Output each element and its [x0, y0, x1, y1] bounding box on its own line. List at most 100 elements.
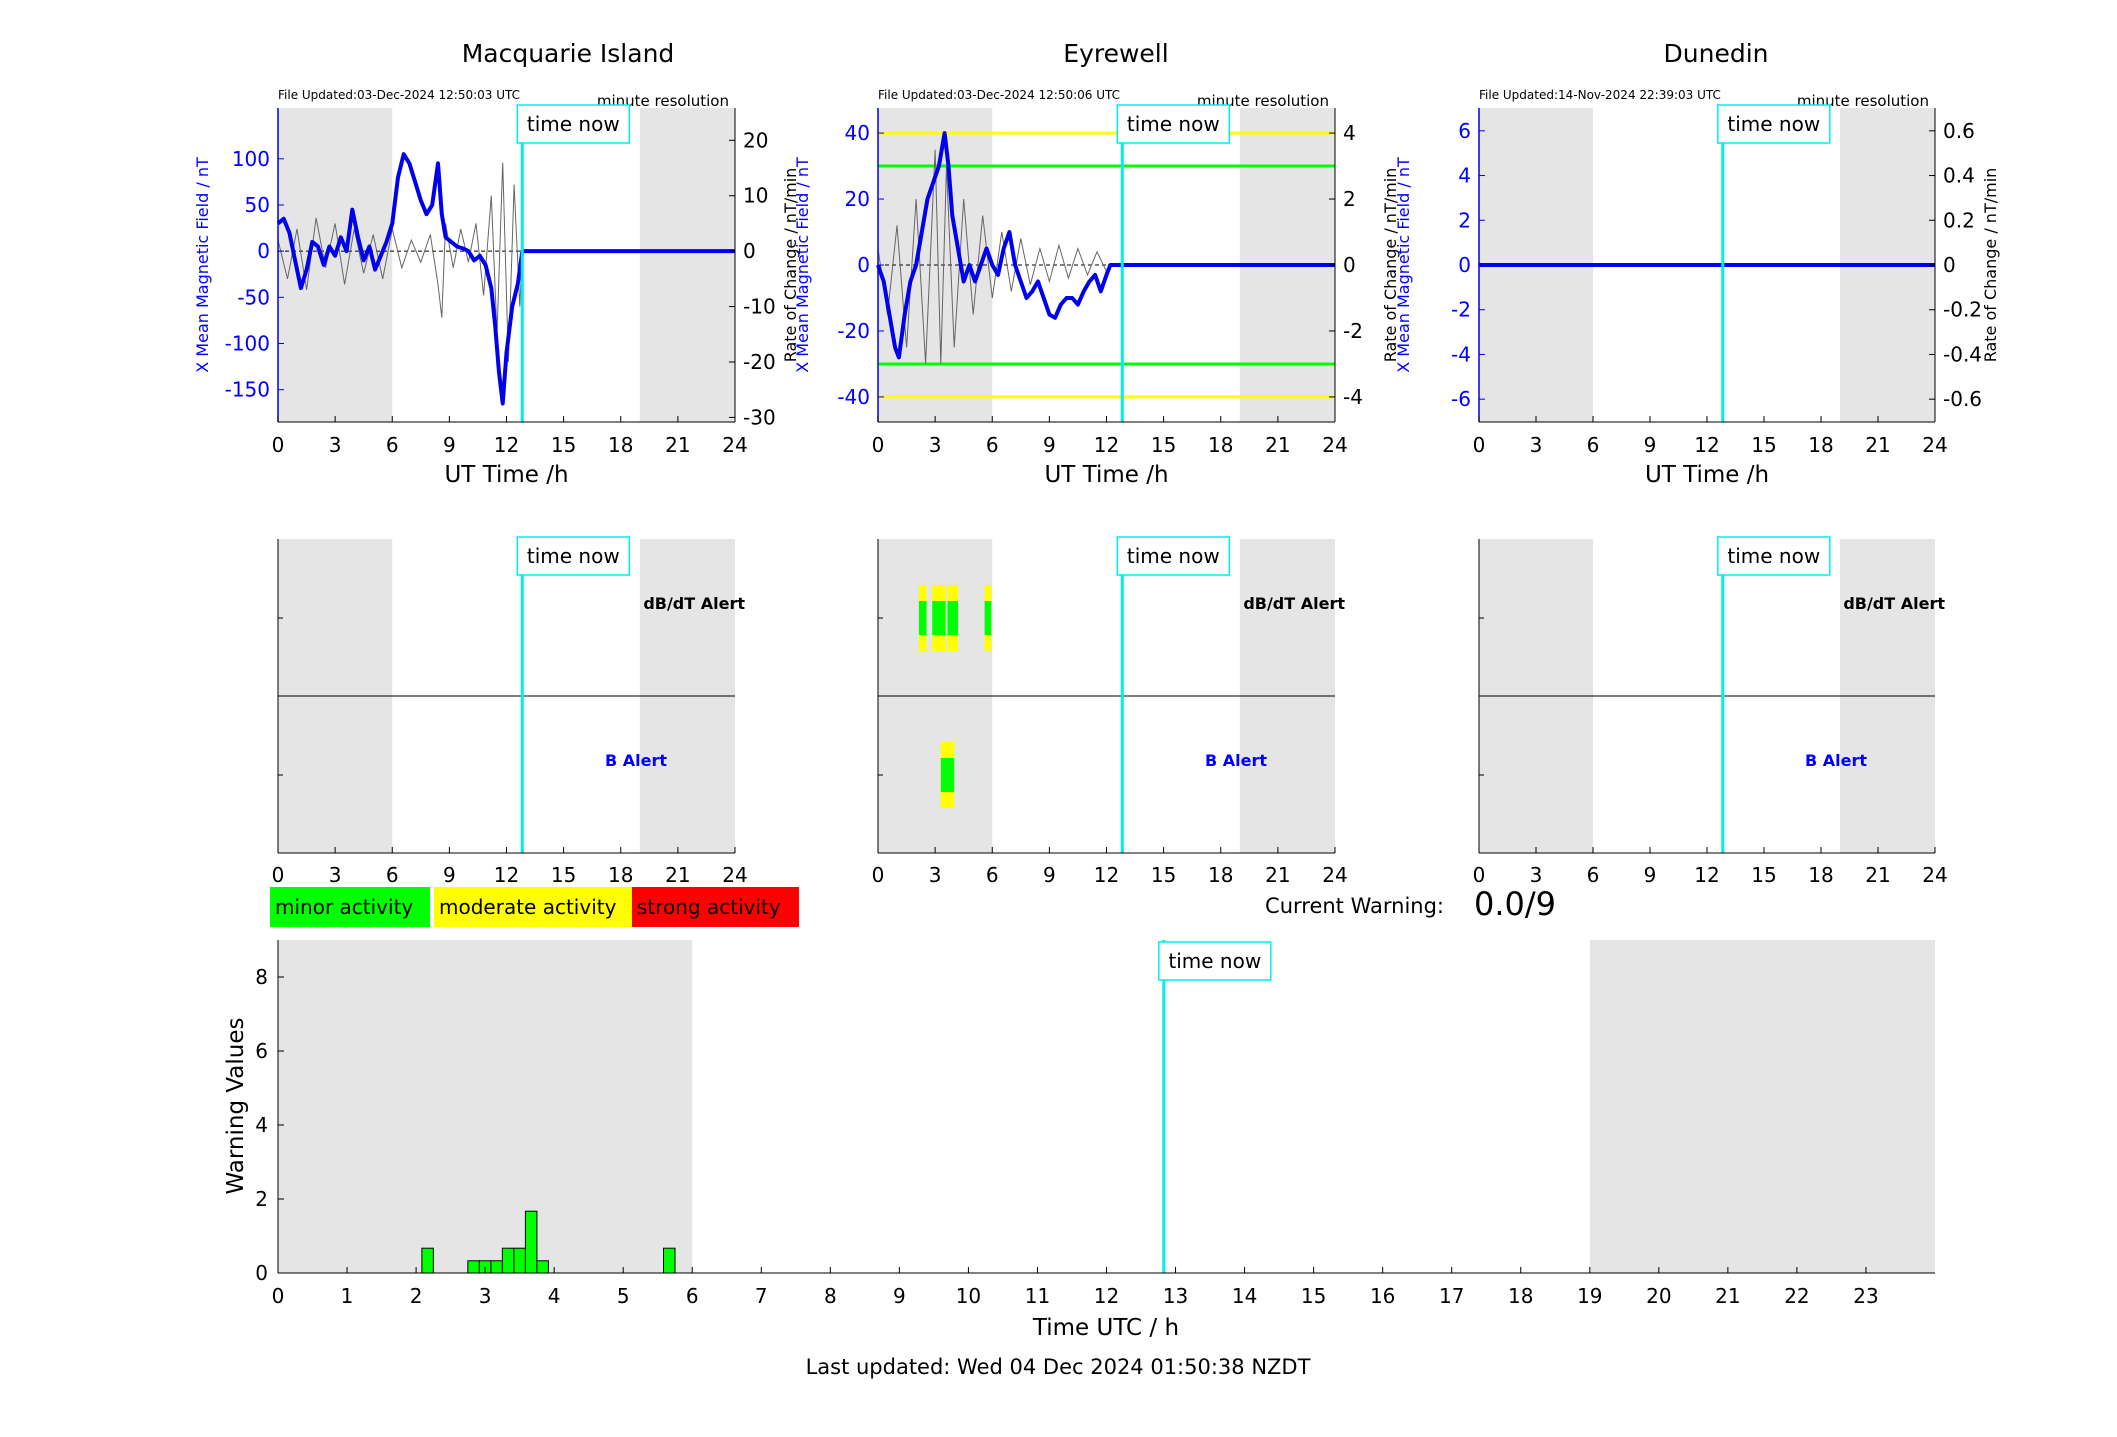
warning-bar — [663, 1247, 676, 1274]
x-tick-label: 24 — [1322, 433, 1347, 457]
x-tick-label: 6 — [986, 433, 999, 457]
x-tick-label: 22 — [1784, 1284, 1809, 1308]
alert-mark — [940, 758, 955, 792]
x-tick-label: 10 — [956, 1284, 981, 1308]
time-now-label: time now — [1127, 112, 1220, 136]
y-left-tick-label: -2 — [1451, 298, 1471, 322]
x-tick-label: 21 — [665, 433, 690, 457]
x-tick-label: 0 — [1473, 863, 1486, 887]
x-tick-label: 16 — [1370, 1284, 1395, 1308]
warning-bar — [421, 1247, 434, 1274]
db-dt-alert-label: dB/dT Alert — [1843, 594, 1945, 613]
y-left-tick-label: -100 — [225, 332, 270, 356]
x-tick-label: 21 — [1865, 863, 1890, 887]
b-alert-label: B Alert — [605, 751, 667, 770]
x-tick-label: 15 — [1151, 433, 1176, 457]
x-axis-label: UT Time /h — [1044, 462, 1168, 488]
x-tick-label: 19 — [1577, 1284, 1602, 1308]
x-tick-label: 0 — [872, 863, 885, 887]
y-right-tick-label: 0 — [743, 239, 756, 263]
y-right-tick-label: 0 — [1943, 253, 1956, 277]
current-warning-value: 0.0/9 — [1474, 885, 1556, 923]
y-right-tick-label: 0.6 — [1943, 119, 1975, 143]
y-left-tick-label: 2 — [1458, 208, 1471, 232]
last-updated-text: Last updated: Wed 04 Dec 2024 01:50:38 N… — [806, 1355, 1311, 1379]
x-tick-label: 24 — [1922, 863, 1947, 887]
x-tick-label: 9 — [443, 433, 456, 457]
time-now-box — [1158, 941, 1272, 981]
y-right-axis-label: Rate of Change / nT/min — [1381, 168, 1400, 363]
warning-bar — [513, 1247, 526, 1274]
x-tick-label: 8 — [824, 1284, 837, 1308]
warning-bar — [490, 1260, 503, 1274]
x-tick-label: 12 — [494, 863, 519, 887]
macquarie-island-alert-chart: time now dB/dT Alert B Alert 0 3 6 9 12 15 18 21 24 — [272, 536, 748, 887]
y-right-tick-label: -0.6 — [1943, 387, 1982, 411]
y-right-axis-label: Rate of Change / nT/min — [1981, 168, 2000, 363]
y-left-tick-label: -6 — [1451, 387, 1471, 411]
y-tick-label: 4 — [255, 1113, 268, 1137]
x-tick-label: 12 — [1094, 863, 1119, 887]
chart-title: Eyrewell — [1063, 39, 1168, 68]
dunedin-field-chart: Dunedin File Updated:14-Nov-2024 22:39:03… — [1394, 39, 2000, 488]
x-tick-label: 24 — [1322, 863, 1347, 887]
x-axis-label: UT Time /h — [444, 462, 568, 488]
eyrewell-alert-chart: time now dB/dT Alert B Alert 0 3 6 9 12 15 18 21 24 — [872, 536, 1348, 887]
night-band — [639, 108, 735, 422]
x-tick-label: 12 — [1694, 433, 1719, 457]
x-axis-label: Time UTC / h — [1032, 1315, 1179, 1341]
legend-swatch-0 — [270, 887, 430, 927]
x-tick-label: 7 — [755, 1284, 768, 1308]
x-tick-label: 20 — [1646, 1284, 1671, 1308]
y-right-tick-label: 0 — [1343, 253, 1356, 277]
warning-bar — [501, 1247, 515, 1274]
x-tick-label: 1 — [341, 1284, 354, 1308]
x-tick-label: 9 — [443, 863, 456, 887]
y-left-tick-label: 0 — [1458, 253, 1471, 277]
y-left-axis-label: X Mean Magnetic Field / nT — [193, 157, 212, 373]
macquarie-island-field-chart: Macquarie Island File Updated:03-Dec-2024… — [193, 39, 800, 488]
x-tick-label: 15 — [1301, 1284, 1326, 1308]
x-tick-label: 3 — [329, 433, 342, 457]
y-axis-label: Warning Values — [223, 1017, 249, 1194]
x-tick-label: 9 — [1644, 433, 1657, 457]
field-series-line — [876, 131, 1335, 360]
x-tick-label: 18 — [1808, 863, 1833, 887]
x-tick-label: 21 — [1865, 433, 1890, 457]
time-now-box — [1717, 536, 1831, 576]
x-tick-label: 9 — [1043, 863, 1056, 887]
time-now-box — [516, 536, 631, 576]
dunedin-alert-chart: time now dB/dT Alert B Alert 0 3 6 9 12 15 18 21 24 — [1473, 536, 1948, 887]
y-left-tick-label: 6 — [1458, 119, 1471, 143]
x-tick-label: 3 — [1530, 863, 1543, 887]
alert-mark — [918, 601, 927, 635]
x-tick-label: 6 — [1587, 433, 1600, 457]
y-right-axis-label: Rate of Change / nT/min — [781, 168, 800, 363]
chart-title: Dunedin — [1664, 39, 1769, 68]
y-right-tick-label: 4 — [1343, 121, 1356, 145]
night-band — [278, 940, 693, 1273]
y-right-tick-label: -0.2 — [1943, 298, 1982, 322]
x-tick-label: 0 — [872, 433, 885, 457]
x-tick-label: 0 — [272, 863, 285, 887]
x-tick-label: 24 — [1922, 433, 1947, 457]
legend-label-1: moderate activity — [439, 895, 617, 919]
b-alert-label: B Alert — [1205, 751, 1267, 770]
x-tick-label: 18 — [1808, 433, 1833, 457]
y-left-tick-label: -50 — [237, 285, 270, 309]
y-left-axis-label: X Mean Magnetic Field / nT — [793, 157, 812, 373]
night-band — [1589, 940, 1935, 1273]
b-alert-label: B Alert — [1805, 751, 1867, 770]
activity-legend: minor activity moderate activity strong ac… — [270, 887, 799, 927]
file-updated-text: File Updated:03-Dec-2024 12:50:06 UTC — [878, 88, 1120, 102]
y-left-tick-label: -20 — [837, 319, 870, 343]
time-now-label: time now — [527, 112, 620, 136]
y-right-tick-label: -0.4 — [1943, 342, 1982, 366]
y-right-tick-label: -10 — [743, 295, 776, 319]
current-warning-label: Current Warning: — [1265, 894, 1444, 918]
x-tick-label: 9 — [893, 1284, 906, 1308]
y-left-tick-label: 100 — [232, 147, 270, 171]
chart-title: Macquarie Island — [462, 39, 675, 68]
x-tick-label: 15 — [1751, 863, 1776, 887]
